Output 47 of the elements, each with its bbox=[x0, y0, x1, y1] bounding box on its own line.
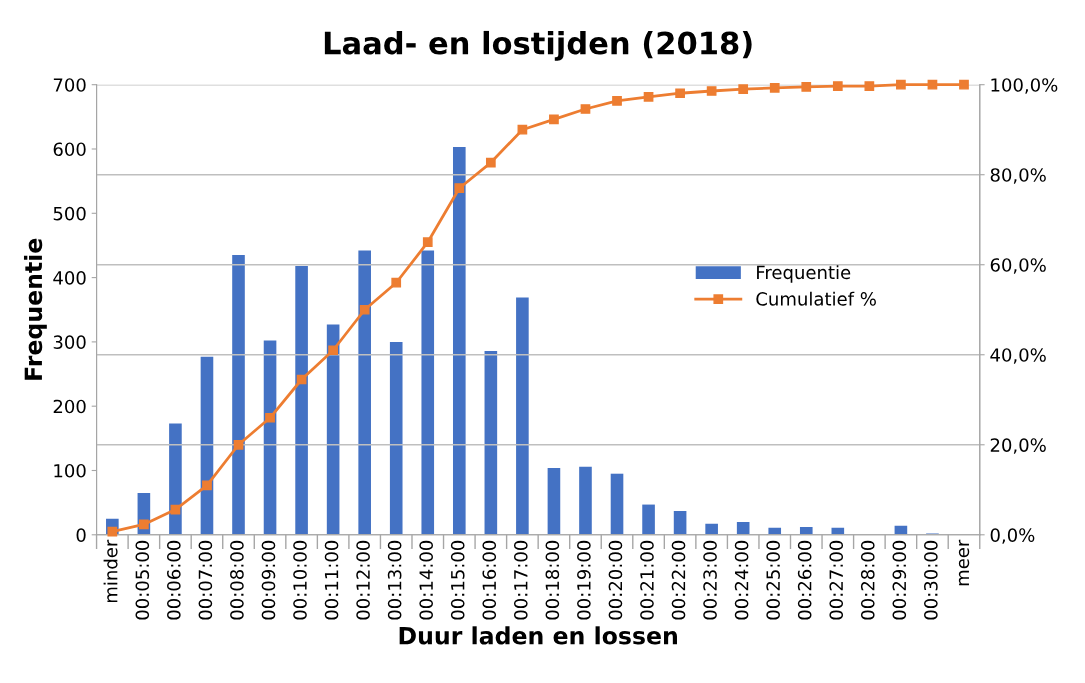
x-tick-label: 00:25:00 bbox=[766, 540, 780, 620]
x-tick-label: meer bbox=[958, 539, 970, 586]
y-tick-label: 700 bbox=[53, 78, 86, 92]
x-tick-label: 00:19:00 bbox=[577, 540, 591, 620]
x-tick-label: 00:20:00 bbox=[608, 540, 623, 620]
x-tick-label: 00:29:00 bbox=[892, 540, 907, 620]
y-tick-label: 600 bbox=[53, 142, 86, 157]
x-tick-label: 00:05:00 bbox=[135, 540, 150, 620]
x-tick-label: 00:22:00 bbox=[671, 540, 686, 620]
y-tick-label: 200 bbox=[53, 399, 86, 414]
x-tick-label: 00:17:00 bbox=[513, 540, 528, 620]
x-tick-label: 00:18:00 bbox=[545, 540, 560, 620]
y-tick-label: 500 bbox=[53, 206, 86, 221]
y-tick-label: 400 bbox=[53, 271, 86, 285]
y2-tick-label: 60,0% bbox=[990, 258, 1046, 274]
x-tick-label: 00:24:00 bbox=[734, 540, 749, 620]
x-axis-title: Duur laden en lossen bbox=[399, 626, 677, 645]
y2-tick-label: 20,0% bbox=[990, 438, 1046, 454]
x-tick-label: 00:09:00 bbox=[261, 540, 276, 620]
x-tick-label: minder bbox=[103, 539, 118, 603]
x-tick-label: 00:13:00 bbox=[387, 540, 402, 620]
x-tick-label: 00:15:00 bbox=[450, 540, 465, 620]
y2-tick-label: 80,0% bbox=[990, 168, 1046, 184]
chart-title: Laad- en lostijden (2018) bbox=[324, 30, 752, 61]
legend-label: Frequentie bbox=[757, 265, 851, 283]
x-tick-label: 00:14:00 bbox=[419, 540, 433, 620]
y-tick-label: 300 bbox=[53, 335, 86, 350]
y-axis-title: Frequentie bbox=[23, 238, 47, 380]
x-tick-label: 00:06:00 bbox=[167, 540, 181, 620]
x-tick-label: 00:27:00 bbox=[829, 540, 844, 620]
x-tick-label: 00:08:00 bbox=[230, 540, 244, 620]
x-tick-label: 00:16:00 bbox=[482, 540, 497, 620]
x-tick-label: 00:30:00 bbox=[924, 540, 938, 620]
x-tick-label: 00:10:00 bbox=[293, 540, 307, 620]
x-tick-label: 00:26:00 bbox=[797, 540, 812, 620]
x-tick-label: 00:23:00 bbox=[703, 540, 717, 620]
legend-label: Cumulatief % bbox=[756, 291, 876, 306]
y2-tick-label: 100,0% bbox=[991, 78, 1058, 94]
y-tick-label: 100 bbox=[54, 463, 86, 478]
y2-tick-label: 40,0% bbox=[990, 348, 1046, 364]
x-tick-label: 00:28:00 bbox=[860, 540, 875, 620]
x-tick-label: 00:12:00 bbox=[356, 540, 370, 620]
y2-tick-label: 0,0% bbox=[990, 528, 1035, 544]
x-tick-label: 00:07:00 bbox=[198, 540, 213, 620]
y-tick-label: 0 bbox=[76, 528, 86, 542]
x-tick-label: 00:21:00 bbox=[640, 540, 654, 620]
x-tick-label: 00:11:00 bbox=[324, 540, 339, 620]
